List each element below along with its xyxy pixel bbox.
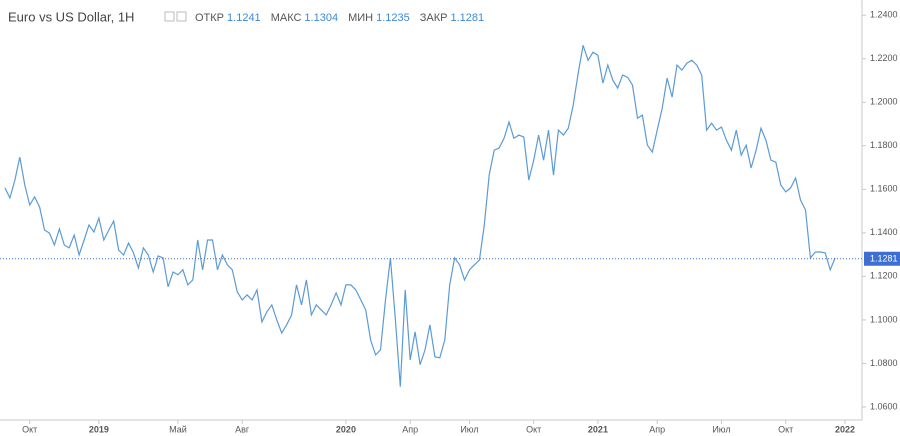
header-background — [2, 8, 442, 28]
ohlc-value: 1.1241 — [227, 12, 261, 24]
plot-area — [4, 45, 836, 387]
x-tick-label: Окт — [778, 424, 793, 434]
ohlc-value: 1.1281 — [450, 12, 484, 24]
last-price-label: 1.1281 — [870, 254, 898, 264]
y-tick-label: 1.0800 — [870, 358, 898, 368]
price-line — [4, 45, 836, 387]
y-tick-label: 1.1600 — [870, 184, 898, 194]
x-tick-label: 2019 — [89, 424, 109, 434]
ohlc-value: 1.1304 — [304, 12, 338, 24]
x-tick-label: 2020 — [336, 424, 356, 434]
y-tick-label: 1.1000 — [870, 314, 898, 324]
x-tick-label: Окт — [526, 424, 541, 434]
x-tick-label: 2022 — [835, 424, 855, 434]
icon[interactable] — [164, 11, 175, 22]
icon[interactable] — [176, 11, 187, 22]
y-tick-label: 1.2200 — [870, 53, 898, 63]
x-tick-label: Июл — [712, 424, 730, 434]
ohlc-label: ОТКР — [195, 12, 224, 24]
ohlc-value: 1.1235 — [376, 12, 410, 24]
x-tick-label: 2021 — [588, 424, 608, 434]
x-tick-label: Апр — [649, 424, 665, 434]
y-tick-label: 1.1200 — [870, 271, 898, 281]
x-tick-label: Апр — [402, 424, 418, 434]
y-tick-label: 1.1400 — [870, 227, 898, 237]
y-tick-label: 1.1800 — [870, 140, 898, 150]
ohlc-label: МИН — [348, 12, 373, 24]
y-tick-label: 1.0600 — [870, 401, 898, 411]
chart-title: Euro vs US Dollar, 1Н — [8, 9, 134, 24]
x-tick-label: Июл — [460, 424, 478, 434]
last-price-badge — [864, 251, 900, 266]
y-tick-label: 1.2000 — [870, 97, 898, 107]
x-tick-label: Авг — [235, 424, 250, 434]
x-tick-label: Май — [169, 424, 187, 434]
y-tick-label: 1.2400 — [870, 10, 898, 20]
x-tick-label: Окт — [22, 424, 37, 434]
ohlc-label: ЗАКР — [420, 12, 448, 24]
ohlc-label: МАКС — [271, 12, 302, 24]
